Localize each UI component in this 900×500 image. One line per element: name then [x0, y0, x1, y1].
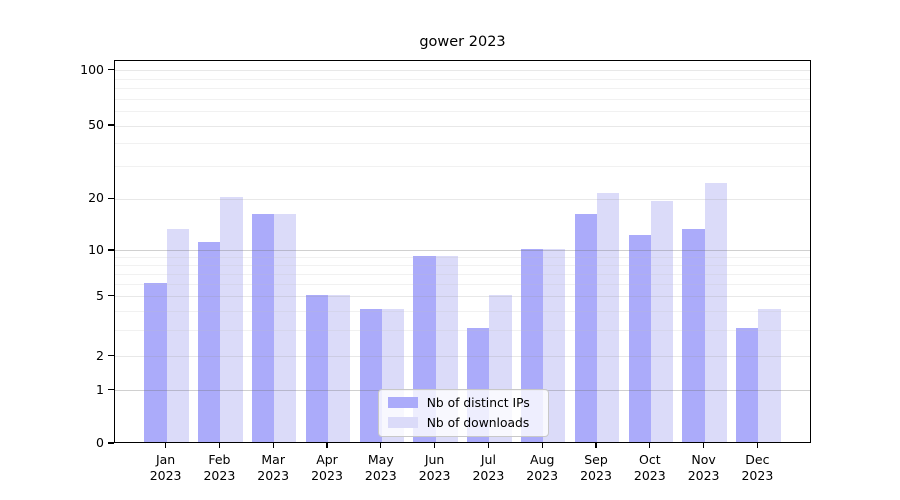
gridline-8 [115, 265, 810, 267]
legend-swatch-ips [387, 397, 418, 409]
gridline-40 [115, 143, 810, 145]
y-tick-label-50: 50 [88, 117, 104, 133]
x-tick-mark-jun [433, 443, 436, 448]
bar-downloads-mar [274, 213, 297, 442]
y-tick-label-5: 5 [96, 287, 104, 303]
x-tick-label-nov: Nov 2023 [687, 452, 720, 483]
gridline-10 [115, 250, 810, 252]
x-tick-mark-dec [756, 443, 759, 448]
bar-ips-sep [574, 213, 597, 442]
x-tick-label-dec: Dec 2023 [741, 452, 774, 483]
legend-item-downloads: Nb of downloads [387, 414, 540, 431]
bar-downloads-aug [543, 248, 566, 442]
y-tick-label-100: 100 [80, 61, 104, 77]
legend: Nb of distinct IPs Nb of downloads [377, 388, 549, 438]
bar-downloads-apr [328, 294, 351, 442]
x-tick-label-feb: Feb 2023 [203, 452, 236, 483]
x-tick-mark-jan [164, 443, 167, 448]
y-tick-mark-20 [108, 197, 114, 199]
bar-downloads-dec [758, 309, 781, 442]
y-tick-mark-1 [108, 389, 114, 391]
gridline-50 [115, 125, 810, 127]
legend-swatch-downloads [387, 417, 418, 429]
y-tick-mark-50 [108, 124, 114, 126]
x-tick-mark-jul [487, 443, 490, 448]
y-tick-mark-0 [108, 442, 114, 444]
x-tick-mark-apr [326, 443, 328, 448]
bar-downloads-feb [220, 197, 243, 442]
bar-ips-feb [198, 241, 221, 442]
bar-ips-may [359, 309, 382, 442]
legend-item-distinct-ips: Nb of distinct IPs [387, 394, 540, 411]
gridline-4 [115, 310, 810, 312]
gridline-6 [115, 284, 810, 286]
y-tick-label-0: 0 [96, 435, 104, 450]
x-tick-mark-nov [702, 443, 705, 448]
gridline-2 [115, 356, 810, 358]
gridline-3 [115, 329, 810, 331]
x-tick-mark-mar [272, 443, 274, 448]
bar-downloads-oct [650, 201, 674, 442]
gridline-30 [115, 166, 810, 168]
bar-ips-oct [628, 235, 651, 442]
gridline-5 [115, 296, 810, 298]
gridline-20 [115, 198, 810, 200]
bar-downloads-sep [597, 193, 620, 442]
bar-downloads-nov [704, 182, 727, 442]
bar-ips-apr [305, 294, 328, 442]
x-tick-label-jun: Jun 2023 [418, 452, 451, 483]
x-tick-mark-aug [541, 443, 543, 448]
x-tick-label-sep: Sep 2023 [580, 452, 612, 483]
y-tick-mark-2 [108, 354, 114, 357]
gridline-100 [115, 70, 810, 72]
x-tick-label-oct: Oct 2023 [633, 452, 666, 483]
x-tick-mark-feb [218, 443, 221, 448]
y-tick-label-2: 2 [96, 347, 104, 363]
gridline-9 [115, 257, 810, 259]
x-tick-mark-sep [595, 443, 597, 448]
bar-ips-dec [736, 328, 759, 442]
x-tick-label-jul: Jul 2023 [472, 452, 505, 483]
chart-title: gower 2023 [419, 34, 506, 50]
bar-ips-nov [682, 229, 705, 442]
x-tick-mark-oct [649, 443, 651, 448]
bar-downloads-jan [166, 229, 189, 442]
legend-label-downloads: Nb of downloads [426, 415, 530, 430]
x-tick-mark-may [380, 443, 382, 448]
gridline-7 [115, 273, 810, 275]
y-tick-mark-100 [108, 68, 114, 71]
bar-ips-jan [144, 282, 167, 442]
x-tick-label-mar: Mar 2023 [257, 452, 290, 483]
gridline-90 [115, 78, 810, 80]
x-tick-label-jan: Jan 2023 [149, 452, 182, 483]
x-tick-label-may: May 2023 [364, 452, 397, 483]
y-tick-label-10: 10 [88, 241, 104, 257]
legend-label-distinct-ips: Nb of distinct IPs [426, 395, 530, 410]
gridline-60 [115, 111, 810, 112]
plot-area: Nb of distinct IPs Nb of downloads [114, 60, 811, 443]
bar-ips-mar [251, 213, 275, 442]
gridline-70 [115, 98, 810, 100]
x-tick-label-aug: Aug 2023 [526, 452, 559, 483]
gridline-80 [115, 87, 810, 89]
y-tick-label-20: 20 [88, 190, 104, 206]
y-tick-mark-10 [108, 249, 114, 251]
y-tick-mark-5 [108, 294, 114, 297]
y-tick-label-1: 1 [96, 381, 104, 397]
x-tick-label-apr: Apr 2023 [311, 452, 343, 483]
